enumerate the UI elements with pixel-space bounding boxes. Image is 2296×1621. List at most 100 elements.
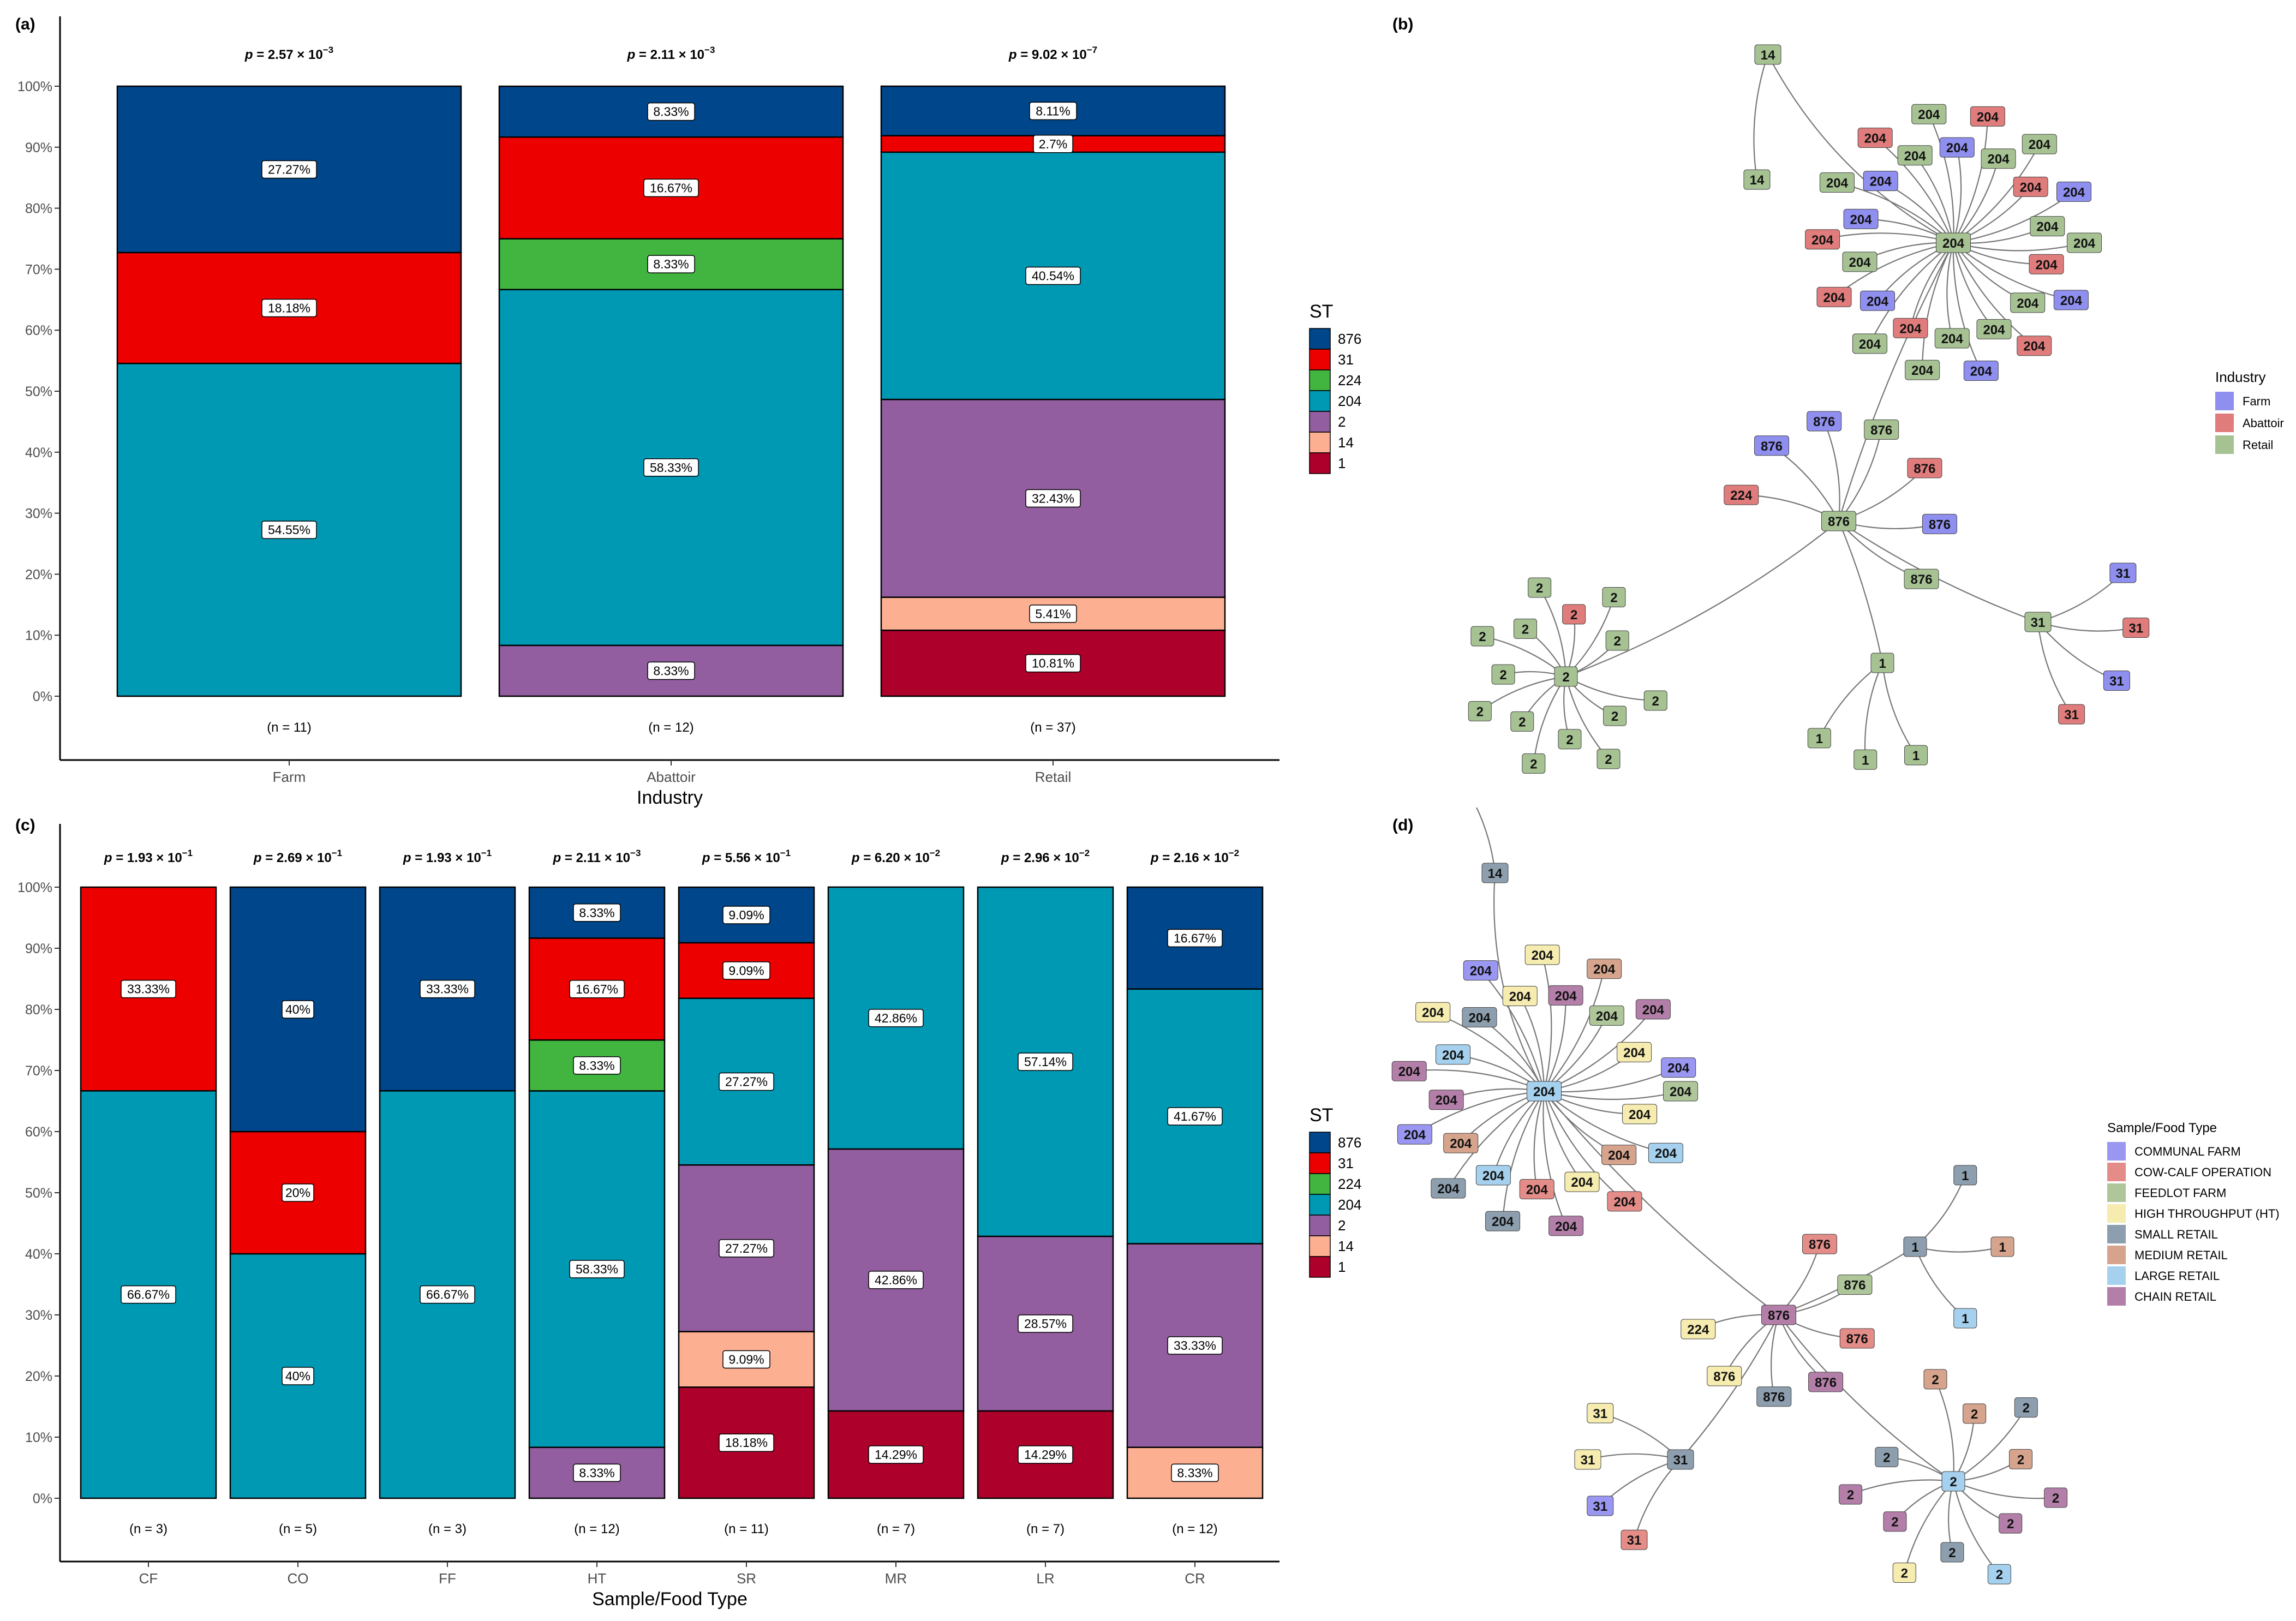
- legend-label: 14: [1338, 434, 1354, 451]
- data-label-box: [647, 255, 695, 273]
- data-label: 32.43%: [1032, 491, 1074, 505]
- legend-label: 2: [1338, 414, 1346, 430]
- legend-swatch-14: [1309, 432, 1331, 453]
- edge: [1838, 242, 1954, 522]
- node-204: [1587, 959, 1622, 979]
- node-label: 204: [1526, 1183, 1548, 1198]
- data-label: 8.33%: [653, 105, 689, 119]
- node-204: [1893, 318, 1928, 338]
- legend-swatch-1: [1309, 452, 1331, 474]
- node-label: 204: [1450, 1137, 1472, 1151]
- node-31: [2024, 612, 2052, 632]
- panel-c-letter: (c): [15, 816, 35, 834]
- network-legend-label: Retail: [2243, 438, 2273, 452]
- node-label: 2: [1518, 715, 1526, 729]
- n-label: (n = 11): [724, 1522, 769, 1536]
- node-label: 204: [1596, 1009, 1618, 1024]
- data-label: 33.33%: [426, 982, 469, 996]
- node-876: [1808, 1372, 1844, 1392]
- data-label-box: [121, 979, 176, 998]
- edge: [1864, 662, 1884, 760]
- y-tick-label: 90%: [25, 140, 52, 155]
- y-tick-label: 80%: [25, 1002, 52, 1018]
- node-label: 1: [1962, 1169, 1969, 1183]
- edge: [1533, 1091, 1545, 1189]
- panel-b-letter: (b): [1392, 15, 1414, 33]
- edge: [1544, 968, 1605, 1092]
- y-tick-label: 70%: [25, 1063, 52, 1079]
- node-label: 14: [1750, 173, 1765, 188]
- edge: [1935, 1379, 1954, 1482]
- node-876: [1839, 1328, 1875, 1349]
- node-label: 2: [1530, 757, 1537, 771]
- edge: [1753, 54, 1769, 180]
- data-label-box: [722, 961, 770, 980]
- node-label: 204: [1849, 255, 1871, 270]
- edge: [1544, 1091, 1779, 1315]
- edge: [1948, 1481, 1954, 1553]
- n-label: (n = 3): [129, 1522, 168, 1536]
- node-label: 204: [1482, 1169, 1505, 1183]
- network-legend-swatch-retail: [2215, 435, 2234, 454]
- x-tick-label: Farm: [273, 769, 306, 785]
- edges: [1479, 54, 2136, 764]
- node-label: 876: [1713, 1369, 1735, 1384]
- data-label: 5.41%: [1035, 607, 1071, 621]
- data-label-box: [573, 1056, 621, 1075]
- data-label: 8.11%: [1036, 104, 1071, 118]
- node-31: [2122, 617, 2150, 638]
- data-label-box: [643, 178, 699, 198]
- node-204: [1648, 1143, 1683, 1163]
- node-label: 204: [2029, 137, 2051, 152]
- node-876: [1837, 1275, 1873, 1295]
- node-label: 876: [1929, 517, 1951, 532]
- node-204: [1976, 319, 2012, 339]
- node-2: [1513, 618, 1537, 639]
- data-label: 27.27%: [725, 1074, 768, 1088]
- node-204: [1524, 944, 1560, 965]
- node-label: 2: [1536, 581, 1543, 596]
- node-204: [1661, 1057, 1696, 1078]
- data-label: 8.33%: [579, 906, 614, 920]
- node-label: 31: [1673, 1453, 1688, 1468]
- bar-segment-876: [1126, 886, 1264, 990]
- node-label: 2: [1996, 1568, 2003, 1582]
- node-1: [1953, 1308, 1977, 1329]
- node-204: [1859, 290, 1895, 311]
- node-204: [1436, 1044, 1471, 1065]
- p-value-label: p = 6.20 × 10−2: [851, 848, 940, 865]
- node-204: [1911, 104, 1947, 124]
- data-label: 16.67%: [650, 181, 692, 195]
- legend-title: ST: [1310, 1105, 1333, 1126]
- network-b-industry: 204 204 204 204 204 204 204 204 204 204 204 204 204 2…: [1468, 44, 2284, 774]
- node-label: 1: [1962, 1312, 1969, 1326]
- node-2: [1963, 1403, 1987, 1424]
- y-tick-label: 30%: [25, 506, 52, 522]
- node-31: [2103, 670, 2130, 691]
- node-31: [1621, 1529, 1648, 1550]
- node-label: 204: [1593, 962, 1616, 977]
- data-label-box: [569, 1260, 625, 1278]
- node-204: [1852, 333, 1887, 354]
- data-label-box: [647, 661, 695, 680]
- edge: [1946, 242, 1954, 339]
- data-label-box: [1167, 929, 1223, 948]
- node-label: 876: [1815, 1375, 1837, 1390]
- y-tick-label: 80%: [25, 201, 52, 217]
- node-label: 224: [1730, 488, 1753, 503]
- data-label: 27.27%: [268, 162, 310, 176]
- edge: [1502, 1091, 1545, 1222]
- node-1: [1953, 1165, 1977, 1186]
- data-label: 2.7%: [1039, 137, 1067, 151]
- panel-d-letter: (d): [1392, 816, 1414, 834]
- data-label: 16.67%: [1174, 931, 1216, 945]
- y-tick-label: 50%: [25, 1186, 52, 1201]
- chart-c-sample-type: 0% 10% 20% 30% 40% 50% 60% 70% 80% 90% 100% 66.67% 3…: [17, 824, 1361, 1610]
- node-31: [1574, 1449, 1601, 1470]
- node-204: [1934, 328, 1970, 349]
- node-label: 204: [1867, 294, 1889, 309]
- node-14: [1743, 169, 1771, 190]
- data-label-box: [1171, 1463, 1219, 1482]
- data-label-box: [868, 1271, 924, 1289]
- node-204: [1475, 1165, 1511, 1186]
